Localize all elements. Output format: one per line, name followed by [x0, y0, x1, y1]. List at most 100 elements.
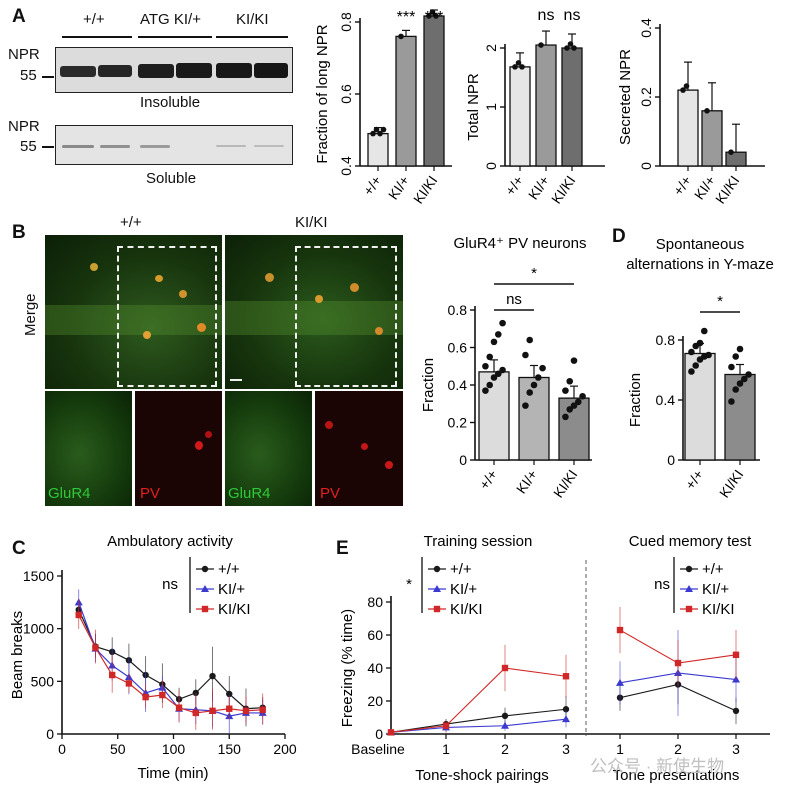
legend-marker	[201, 585, 209, 592]
pv-cell	[195, 441, 203, 450]
x-tick-label: +/+	[682, 467, 707, 493]
data-point	[680, 87, 686, 93]
data-point	[499, 366, 506, 374]
blot-band	[60, 66, 96, 77]
chart-title: Cued memory test	[629, 533, 752, 550]
bar	[725, 151, 747, 167]
series-line	[78, 602, 263, 717]
group-bracket	[138, 36, 212, 38]
x-axis-label: Tone-shock pairings	[415, 767, 548, 784]
data-point	[688, 348, 695, 356]
data-point	[522, 351, 529, 359]
blot-band	[216, 63, 252, 78]
blot-group-label: KI/KI	[236, 11, 269, 28]
insoluble-blot	[55, 47, 293, 93]
x-tick-label: 100	[162, 741, 186, 757]
blot-band	[98, 65, 132, 77]
data-point	[745, 371, 752, 378]
x-tick-label: KI/KI	[548, 173, 579, 207]
data-point	[732, 651, 740, 658]
data-point	[494, 370, 502, 378]
data-point	[501, 712, 509, 720]
y-tick-label: 0.4	[656, 392, 676, 408]
data-point	[192, 689, 199, 697]
data-point	[486, 353, 494, 361]
blot-band	[62, 145, 94, 148]
x-tick-label: KI/+	[513, 467, 541, 497]
data-point	[226, 690, 233, 698]
data-point	[490, 374, 498, 381]
data-point	[674, 659, 682, 667]
y-axis-label: Fraction	[627, 373, 644, 427]
neuron-cell	[197, 323, 206, 332]
y-tick-label: 0.8	[338, 12, 354, 32]
y-tick-label: 0.4	[638, 18, 654, 38]
legend-label: +/+	[450, 561, 472, 578]
data-point	[519, 64, 525, 70]
neuron-cell	[350, 283, 359, 292]
y-tick-label: 20	[367, 693, 383, 709]
x-tick-label: 1	[616, 741, 624, 757]
data-point	[732, 386, 740, 393]
bar	[561, 47, 583, 167]
y-axis-label: Fraction	[420, 358, 437, 412]
legend-marker	[201, 565, 209, 573]
pv-image-wildtype: PV	[135, 391, 222, 506]
data-point	[398, 33, 404, 40]
y-tick-label: 0.4	[338, 156, 354, 176]
data-point	[125, 680, 133, 687]
bar	[367, 132, 389, 167]
data-point	[700, 327, 708, 335]
legend-label: KI/KI	[450, 601, 483, 618]
x-tick-label: +/+	[502, 173, 527, 199]
blot-band	[100, 145, 130, 148]
glur4-label: GluR4	[228, 485, 271, 502]
legend-label: KI/KI	[218, 601, 251, 618]
y-axis-label: Fraction of long NPR	[314, 24, 331, 163]
data-point	[175, 704, 183, 711]
bar	[423, 15, 445, 167]
neuron-cell	[315, 295, 323, 303]
data-point	[92, 644, 99, 651]
x-tick-label: KI/KI	[550, 467, 581, 501]
data-point	[696, 339, 704, 347]
data-point	[530, 381, 538, 389]
x-tick-label: 2	[501, 741, 509, 757]
data-point	[142, 693, 149, 701]
data-point	[736, 380, 744, 387]
y-axis-label: Total NPR	[465, 73, 482, 141]
pv-cell	[325, 421, 333, 429]
chart-title: Ambulatory activity	[107, 533, 233, 550]
blot-row-label: NPR	[8, 46, 40, 63]
data-point	[494, 331, 502, 338]
y-tick-label: 40	[367, 660, 383, 676]
data-point	[728, 398, 735, 405]
bar	[535, 44, 557, 167]
legend-label: KI/KI	[702, 601, 735, 618]
blot-group-label: ATG KI/+	[140, 11, 201, 28]
y-axis-label: Secreted NPR	[617, 49, 634, 145]
blot-marker-label: 55	[20, 138, 37, 155]
glur4-image-wildtype: GluR4	[45, 391, 132, 506]
legend-marker	[433, 585, 441, 592]
pv-image-kiki: PV	[315, 391, 403, 506]
data-point	[209, 672, 216, 680]
legend-label: +/+	[702, 561, 724, 578]
y-tick-label: 500	[31, 673, 55, 689]
data-point	[562, 673, 570, 680]
data-point	[616, 626, 624, 634]
y-tick-label: 0	[459, 452, 467, 468]
blot-marker-label: 55	[20, 67, 37, 84]
y-tick-label: 0	[638, 162, 654, 170]
y-tick-label: 80	[367, 594, 383, 610]
blot-caption: Soluble	[146, 170, 197, 187]
data-point	[370, 130, 376, 137]
blot-band	[254, 145, 284, 147]
pv-label: PV	[320, 485, 341, 502]
data-point	[732, 353, 740, 360]
legend-marker	[685, 565, 693, 573]
series-line	[390, 708, 567, 733]
neuron-cell	[375, 327, 383, 335]
bar	[518, 376, 550, 461]
